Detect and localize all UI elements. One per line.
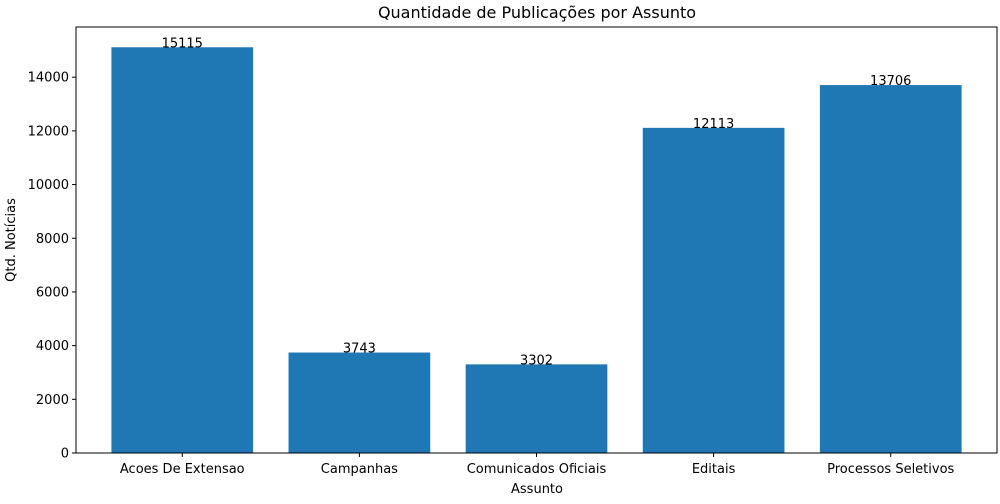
y-tick-label-5: 10000: [28, 178, 69, 193]
plot-frame: [75, 26, 998, 454]
x-tick-label-1: Campanhas: [321, 462, 398, 477]
bars-layer: [111, 47, 962, 454]
value-labels-layer: 15115 3743 3302 12113 13706: [162, 36, 912, 368]
y-tick-label-4: 8000: [36, 232, 69, 247]
x-axis-label: Assunto: [511, 482, 563, 497]
value-label-0: 15115: [162, 36, 203, 51]
y-tick-label-6: 12000: [28, 124, 69, 139]
chart-title: Quantidade de Publicações por Assunto: [378, 3, 696, 22]
x-tick-label-2: Comunicados Oficiais: [467, 462, 607, 477]
bar-1: [288, 352, 431, 453]
bar-2: [465, 364, 608, 453]
y-tick-label-2: 4000: [36, 339, 69, 354]
value-label-3: 12113: [693, 117, 734, 132]
y-tick-label-3: 6000: [36, 285, 69, 300]
y-tick-label-1: 2000: [36, 393, 69, 408]
x-tick-label-4: Processos Seletivos: [827, 462, 954, 477]
value-label-1: 3743: [343, 342, 376, 357]
y-axis-label: Qtd. Notícias: [4, 198, 19, 282]
x-tick-label-0: Acoes De Extensao: [120, 462, 245, 477]
bar-0: [111, 47, 254, 453]
y-tick-label-7: 14000: [28, 71, 69, 86]
value-label-4: 13706: [870, 74, 911, 89]
axes-layer: Acoes De Extensao Campanhas Comunicados Of…: [28, 26, 998, 477]
x-tick-label-3: Editais: [692, 462, 736, 477]
bar-4: [819, 85, 962, 453]
y-tick-label-0: 0: [61, 447, 69, 462]
bar-3: [642, 127, 785, 454]
value-label-2: 3302: [520, 353, 553, 368]
